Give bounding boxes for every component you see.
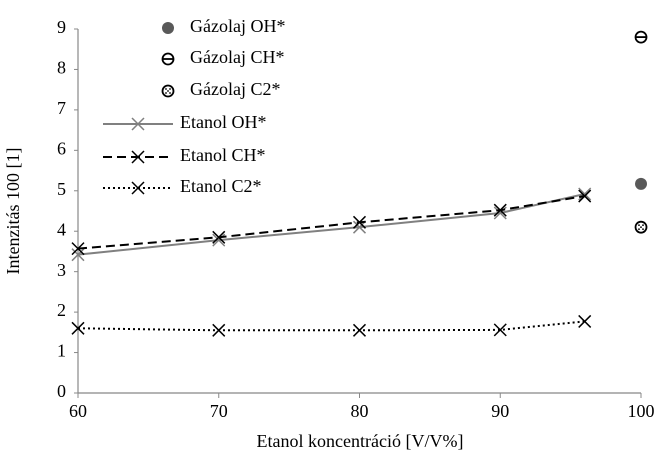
y-tick-label: 6 (57, 138, 66, 158)
y-tick-label: 8 (57, 58, 66, 78)
legend-label: Gázolaj OH* (190, 16, 285, 36)
data-point (71, 242, 85, 256)
marker-x (71, 321, 85, 335)
data-point (71, 321, 85, 335)
x-tick-label: 90 (491, 401, 509, 421)
marker-dot (169, 92, 171, 94)
marker-dot (642, 228, 644, 231)
legend-label: Etanol CH* (180, 145, 266, 165)
marker-x (71, 248, 85, 262)
marker-x (71, 242, 85, 256)
legend-marker (131, 181, 145, 195)
series-line (77, 320, 585, 332)
marker-x (131, 150, 145, 164)
marker-x (352, 323, 367, 337)
data-point (352, 323, 367, 337)
y-tick-label: 5 (57, 179, 66, 199)
data-point (634, 30, 648, 44)
data-point (578, 187, 592, 201)
legend-label: Etanol C2* (180, 176, 262, 196)
marker-x (212, 323, 226, 337)
legend-marker (131, 150, 145, 164)
marker-circle (635, 177, 647, 190)
data-point (212, 230, 226, 244)
marker-x (212, 230, 226, 244)
legend-marker (161, 52, 175, 66)
y-tick-label: 4 (57, 219, 66, 239)
data-point (578, 189, 592, 203)
x-tick-label: 80 (351, 401, 369, 421)
x-tick-label: 70 (210, 401, 228, 421)
marker-x (578, 189, 592, 203)
data-point (212, 323, 226, 337)
marker-dot (638, 228, 640, 231)
data-point (493, 323, 507, 337)
marker-x (352, 215, 367, 229)
x-axis-title: Etanol koncentráció [V/V%] (257, 431, 464, 451)
marker-dot (638, 224, 640, 227)
legend-label: Etanol OH* (180, 112, 266, 132)
legend-label: Gázolaj CH* (190, 47, 284, 67)
marker-x (578, 314, 592, 328)
legend-marker (161, 84, 175, 98)
y-tick-label: 2 (57, 300, 66, 320)
x-tick-label: 100 (628, 401, 655, 421)
y-tick-label: 7 (57, 98, 66, 118)
marker-dot (165, 92, 167, 94)
marker-dot (165, 88, 167, 90)
marker-x (131, 181, 145, 195)
marker-x (578, 187, 592, 201)
marker-dot (640, 226, 642, 229)
marker-x (352, 220, 367, 234)
data-point (352, 215, 367, 229)
series-line (77, 195, 585, 250)
data-point (578, 314, 592, 328)
marker-x (493, 323, 507, 337)
data-point (635, 177, 647, 190)
x-tick-label: 60 (69, 401, 87, 421)
data-point (493, 203, 507, 217)
y-tick-label: 1 (57, 341, 66, 361)
y-axis-title: Intenzitás 100 [1] (3, 148, 23, 275)
data-point (71, 248, 85, 262)
y-tick-label: 0 (57, 381, 66, 401)
marker-x (493, 203, 507, 217)
legend-marker (162, 22, 174, 34)
legend-label: Gázolaj C2* (190, 79, 280, 99)
marker-dot (169, 88, 171, 90)
marker-circle (162, 22, 174, 34)
y-tick-label: 3 (57, 260, 66, 280)
y-tick-label: 9 (57, 17, 66, 37)
marker-x (131, 117, 145, 131)
legend-marker (131, 117, 145, 131)
data-point (634, 220, 648, 234)
data-point (352, 220, 367, 234)
marker-dot (167, 90, 169, 92)
marker-dot (642, 224, 644, 227)
